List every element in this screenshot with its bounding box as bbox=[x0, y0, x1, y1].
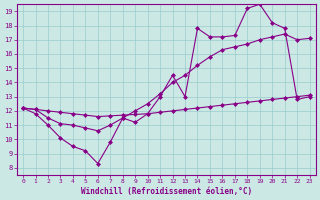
X-axis label: Windchill (Refroidissement éolien,°C): Windchill (Refroidissement éolien,°C) bbox=[81, 187, 252, 196]
